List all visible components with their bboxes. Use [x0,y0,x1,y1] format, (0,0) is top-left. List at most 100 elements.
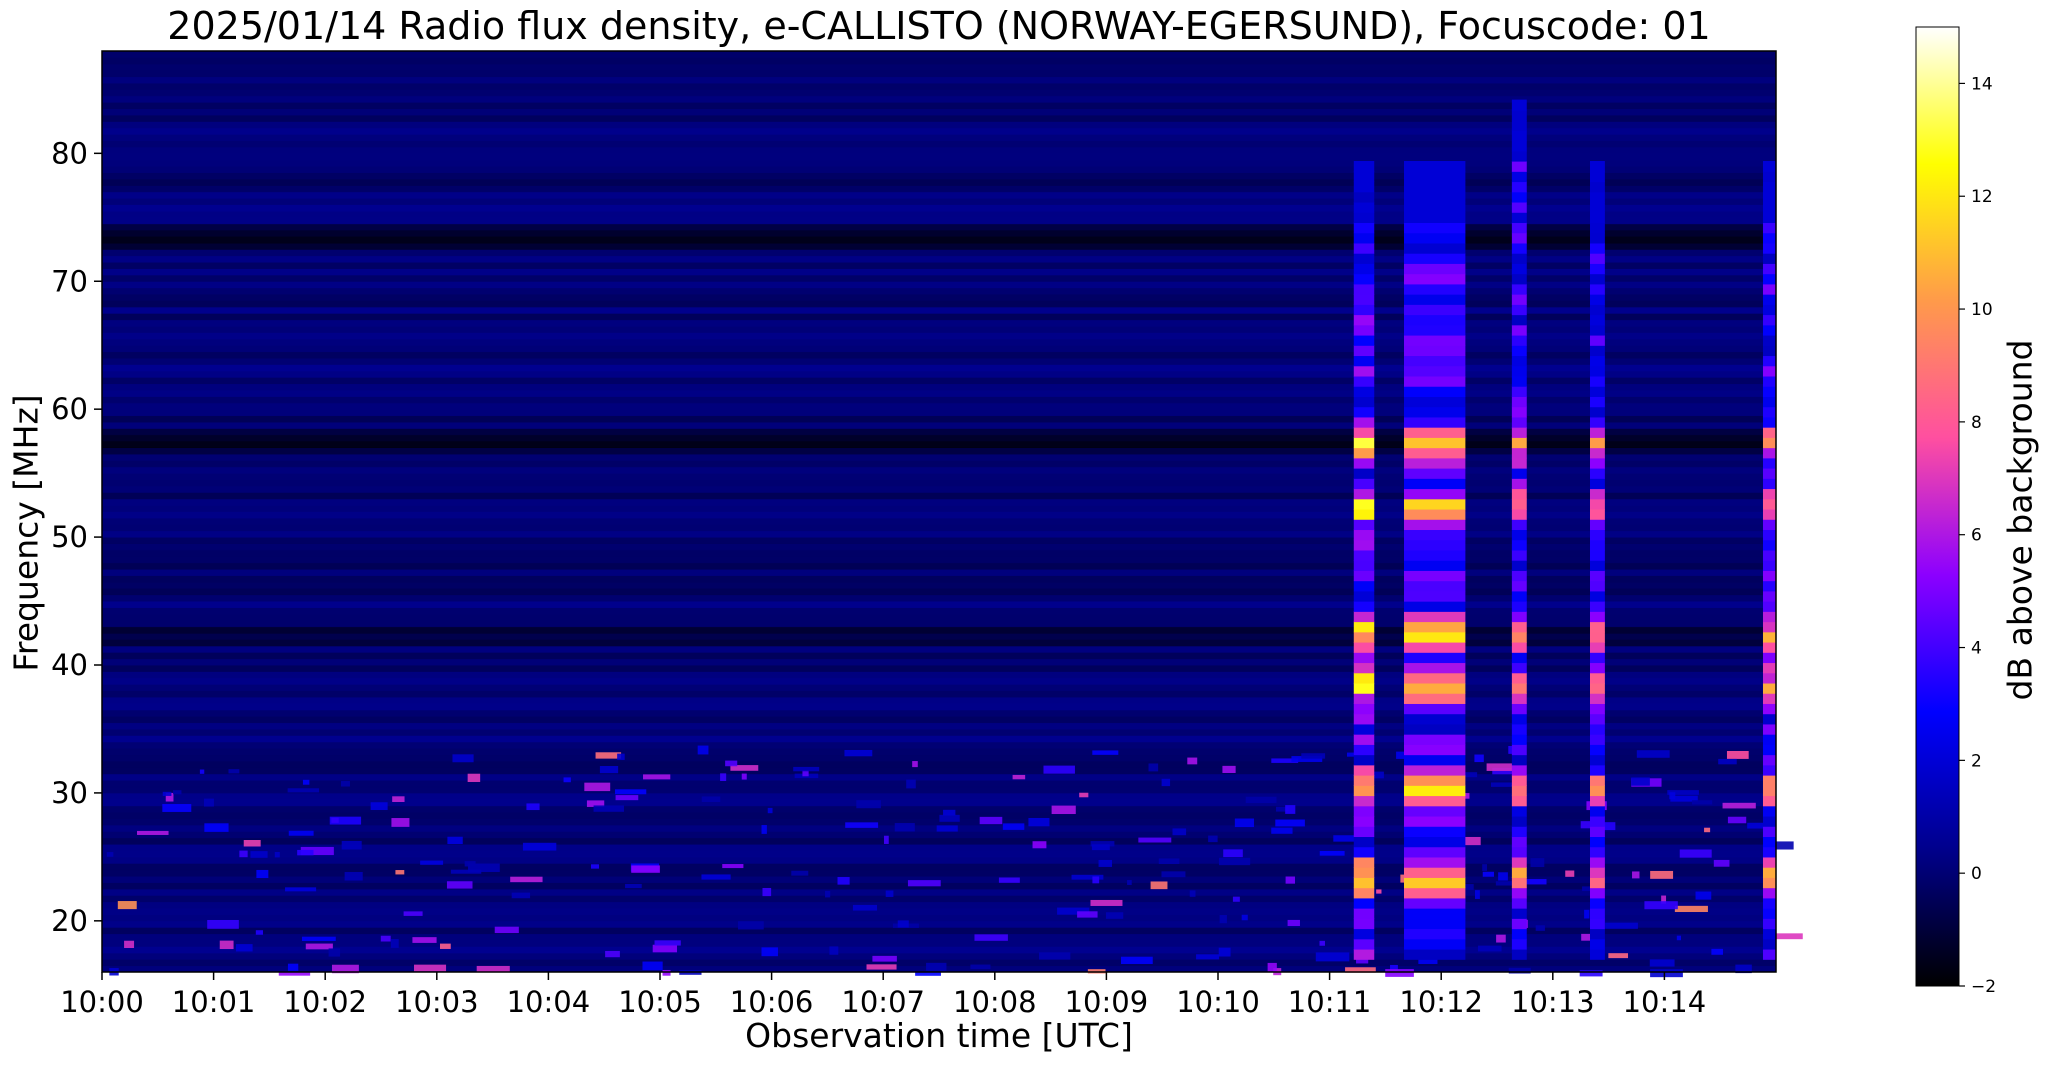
background-band [102,185,1776,193]
interference-blob [1043,765,1075,774]
burst-cell [1762,641,1776,653]
burst-cell [1590,365,1605,377]
interference-blob [1727,816,1747,824]
burst-cell [1404,283,1466,295]
background-band [102,933,1776,941]
background-band [102,441,1776,449]
interference-blob [1598,822,1616,831]
interference-blob [662,969,671,976]
interference-blob [615,795,639,801]
burst-cell [1590,201,1605,213]
burst-cell [1511,826,1527,838]
interference-blob [328,948,341,957]
burst-cell [1404,345,1466,357]
interference-blob [883,835,889,844]
background-band [102,863,1776,871]
interference-blob [907,880,941,887]
background-band [102,773,1776,781]
burst-cell [1511,682,1527,694]
burst-cell [1762,201,1776,213]
interference-blob [1418,959,1438,964]
interference-blob [476,965,510,972]
burst-cell [1762,263,1776,275]
burst-cell [1762,519,1776,531]
burst-cell [1590,734,1605,745]
interference-blob [720,773,727,782]
interference-blob [1189,890,1196,897]
burst-cell [1353,171,1375,183]
background-band [102,415,1776,423]
burst-cell [1590,631,1605,643]
burst-cell [1353,386,1375,397]
interference-blob [1039,952,1071,960]
burst-cell [1762,171,1776,183]
burst-cell [1511,324,1527,336]
interference-blob [341,840,362,850]
burst-cell [1590,856,1605,868]
burst-cell [1511,775,1527,786]
background-band [102,300,1776,308]
interference-blob [297,849,314,856]
burst-cell [1353,723,1375,735]
burst-cell [1590,887,1605,899]
burst-cell [1404,386,1466,397]
burst-cell [1404,856,1466,868]
burst-cell [1511,601,1527,612]
background-band [102,358,1776,365]
burst-cell [1590,406,1605,418]
background-band [102,754,1776,762]
background-band [102,492,1776,500]
burst-cell [1511,140,1527,152]
burst-cell [1404,805,1466,817]
burst-cell [1590,682,1605,694]
burst-cell [1353,161,1375,172]
burst-cell [1590,519,1605,531]
interference-blob [643,774,671,780]
burst-cell [1590,621,1605,633]
burst-cell [1511,375,1527,387]
interference-blob [243,840,261,847]
burst-cell [1353,877,1375,889]
burst-cell [1353,918,1375,930]
chart-title: 2025/01/14 Radio flux density, e-CALLIST… [167,4,1711,48]
background-band [102,498,1776,506]
burst-cell [1511,928,1527,940]
interference-blob [697,745,709,755]
burst-cell [1590,764,1605,776]
burst-cell [1353,928,1375,940]
burst-cell [1511,856,1527,868]
burst-cell [1590,345,1605,357]
interference-blob [1735,964,1752,974]
background-band [102,306,1776,314]
burst-cell [1353,785,1375,797]
interference-blob [256,869,269,879]
burst-cell [1353,396,1375,408]
burst-cell [1404,488,1466,500]
interference-blob [302,779,310,785]
x-tick-label: 10:12 [1399,985,1483,1019]
burst-cell [1511,109,1527,121]
interference-blob [395,870,405,875]
interference-blob [1608,953,1629,959]
burst-cell [1511,181,1527,193]
burst-cell [1762,345,1776,357]
background-band [102,236,1776,244]
burst-cell [1404,815,1466,827]
background-band [102,914,1776,922]
burst-cell [1762,795,1776,807]
burst-cell [1404,396,1466,408]
burst-cell [1353,887,1375,899]
interference-blob [1631,777,1650,786]
background-band [102,268,1776,276]
burst-cell [1353,601,1375,612]
interference-blob [464,861,476,867]
burst-cell [1511,877,1527,889]
burst-cell [1404,672,1466,684]
burst-cell [1511,867,1527,878]
burst-cell [1511,488,1527,500]
interference-blob [1148,763,1159,772]
burst-cell [1353,242,1375,254]
burst-cell [1590,253,1605,264]
interference-blob [1218,947,1231,957]
burst-cell [1511,703,1527,715]
